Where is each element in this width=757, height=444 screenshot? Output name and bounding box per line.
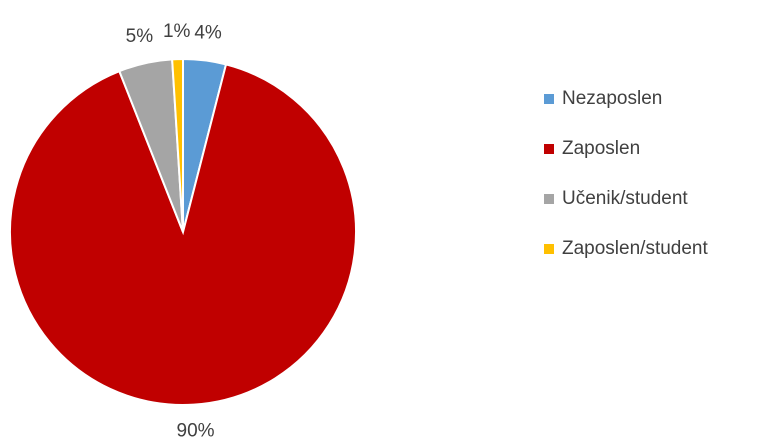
legend-swatch <box>544 144 554 154</box>
data-label: 4% <box>194 23 222 44</box>
pie-slice <box>171 57 184 233</box>
data-label: 1% <box>163 21 191 42</box>
data-label: 90% <box>177 421 215 442</box>
pie-slice <box>9 63 357 406</box>
legend-swatch <box>544 244 554 254</box>
legend-label: Nezaposlen <box>562 88 662 109</box>
legend-swatch <box>544 194 554 204</box>
data-label: 5% <box>126 26 154 47</box>
legend-label: Zaposlen/student <box>562 238 708 259</box>
legend-swatch <box>544 94 554 104</box>
legend-label: Zaposlen <box>562 138 640 159</box>
legend-label: Učenik/student <box>562 188 688 209</box>
